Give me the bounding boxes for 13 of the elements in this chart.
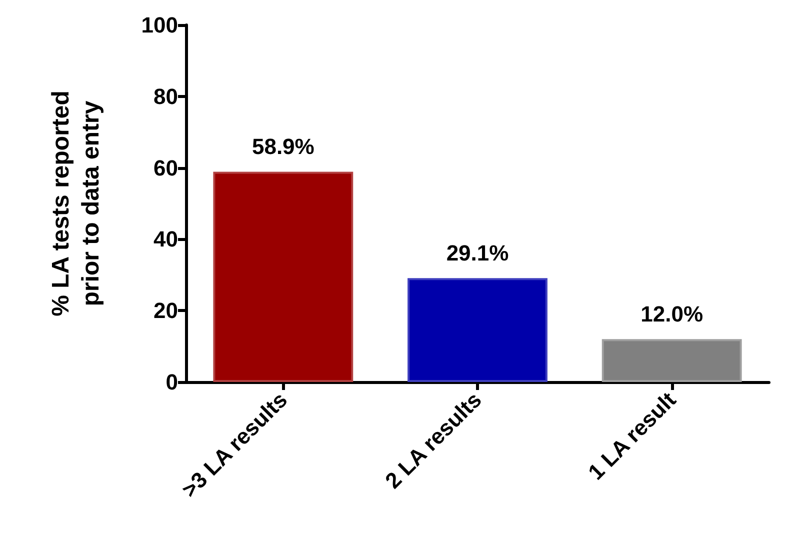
data-label: 12.0% <box>640 302 704 327</box>
y-tick-label: 100 <box>141 12 178 38</box>
y-axis-title: % LA tests reported prior to data entry <box>48 90 104 316</box>
bar <box>602 339 742 382</box>
y-tick-label: 60 <box>154 155 178 180</box>
bar <box>408 278 548 382</box>
y-tick-label: 80 <box>154 84 178 109</box>
y-tick-label: 20 <box>154 298 178 324</box>
bar <box>213 172 354 382</box>
data-label: 29.1% <box>446 240 509 266</box>
data-label: 58.9% <box>252 134 314 160</box>
y-tick-label: 40 <box>154 226 178 252</box>
y-tick-label: 0 <box>166 370 178 394</box>
